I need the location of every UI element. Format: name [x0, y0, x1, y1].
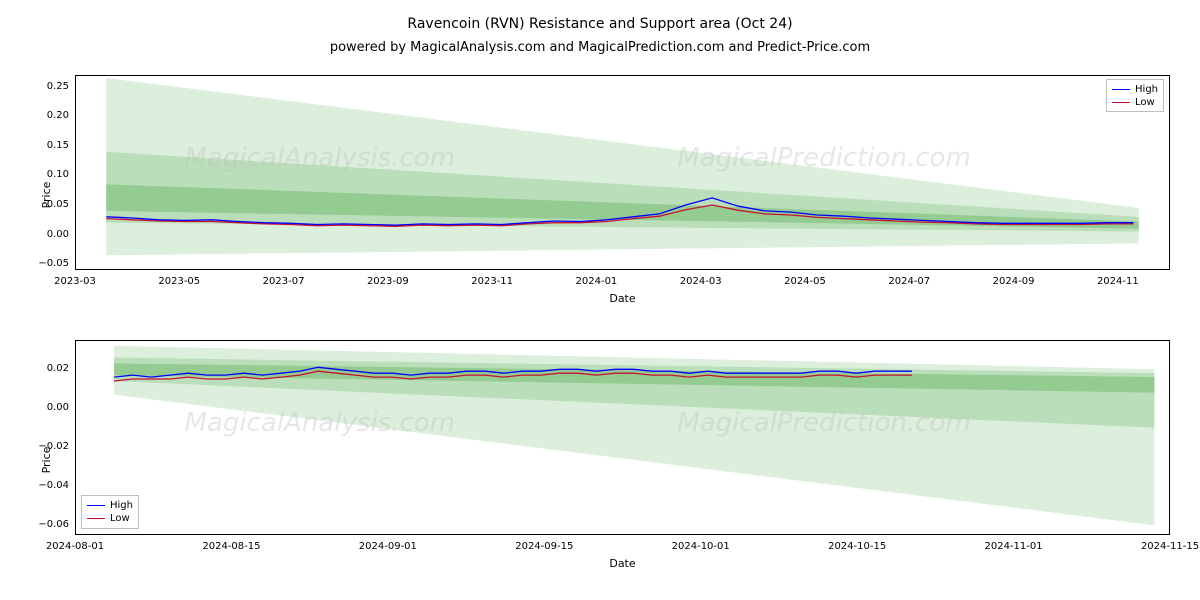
y-tick-label: −0.06: [19, 519, 69, 530]
legend-label-low: Low: [1135, 96, 1155, 109]
y-tick-label: 0.00: [19, 229, 69, 240]
x-tick-label: 2024-07: [864, 276, 954, 287]
y-tick-label: 0.05: [19, 199, 69, 210]
x-tick-label: 2023-09: [343, 276, 433, 287]
y-tick-label: 0.15: [19, 140, 69, 151]
x-tick-label: 2024-11-15: [1125, 541, 1200, 552]
legend-swatch-low: [87, 518, 105, 519]
x-tick-label: 2024-08-15: [186, 541, 276, 552]
legend-item-high: High: [1112, 83, 1158, 96]
y-tick-label: −0.02: [19, 441, 69, 452]
x-tick-label: 2023-05: [134, 276, 224, 287]
x-axis-label: Date: [75, 557, 1170, 570]
legend-label-high: High: [1135, 83, 1158, 96]
x-tick-label: 2024-01: [551, 276, 641, 287]
legend-item-low: Low: [87, 512, 133, 525]
legend-item-low: Low: [1112, 96, 1158, 109]
y-tick-label: −0.04: [19, 480, 69, 491]
legend-label-low: Low: [110, 512, 130, 525]
x-tick-label: 2024-03: [656, 276, 746, 287]
x-tick-label: 2024-10-01: [656, 541, 746, 552]
y-tick-label: 0.02: [19, 363, 69, 374]
y-tick-label: 0.25: [19, 81, 69, 92]
legend-swatch-high: [1112, 89, 1130, 90]
chart-panel-1: Price High Low MagicalAnalysis.com Magic…: [75, 75, 1170, 315]
x-tick-label: 2023-11: [447, 276, 537, 287]
y-tick-label: 0.10: [19, 169, 69, 180]
legend-label-high: High: [110, 499, 133, 512]
legend-swatch-low: [1112, 102, 1130, 103]
x-tick-label: 2024-05: [760, 276, 850, 287]
x-tick-label: 2024-09-15: [499, 541, 589, 552]
chart-subtitle: powered by MagicalAnalysis.com and Magic…: [0, 40, 1200, 55]
x-tick-label: 2024-09: [969, 276, 1059, 287]
legend-swatch-high: [87, 505, 105, 506]
x-tick-label: 2024-11: [1073, 276, 1163, 287]
figure: Ravencoin (RVN) Resistance and Support a…: [0, 0, 1200, 600]
y-tick-label: 0.20: [19, 110, 69, 121]
x-axis-label: Date: [75, 292, 1170, 305]
x-tick-label: 2023-03: [30, 276, 120, 287]
x-tick-label: 2024-09-01: [343, 541, 433, 552]
chart-svg-1: [75, 75, 1170, 270]
y-tick-label: −0.05: [19, 258, 69, 269]
chart-panel-2: Price High Low MagicalAnalysis.com Magic…: [75, 340, 1170, 580]
chart-title: Ravencoin (RVN) Resistance and Support a…: [0, 16, 1200, 32]
x-tick-label: 2023-07: [239, 276, 329, 287]
x-tick-label: 2024-10-15: [812, 541, 902, 552]
x-tick-label: 2024-11-01: [969, 541, 1059, 552]
y-tick-label: 0.00: [19, 402, 69, 413]
legend-item-high: High: [87, 499, 133, 512]
legend: High Low: [81, 495, 139, 529]
x-tick-label: 2024-08-01: [30, 541, 120, 552]
legend: High Low: [1106, 79, 1164, 112]
chart-svg-2: [75, 340, 1170, 535]
